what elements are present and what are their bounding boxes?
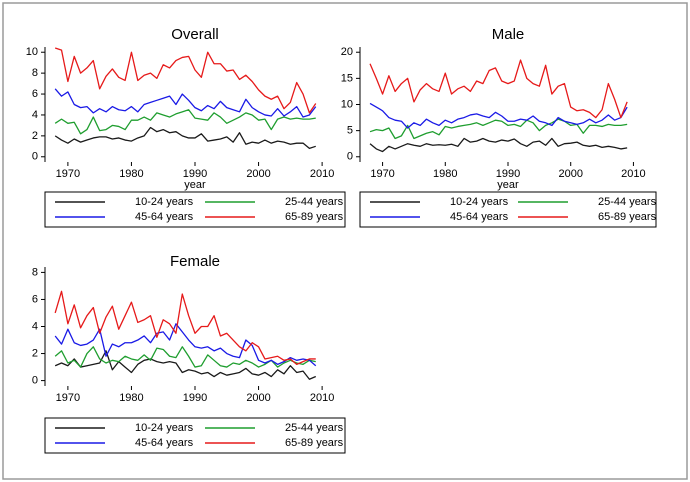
y-tick-label: 2 [32,347,38,359]
y-tick-label: 0 [347,151,353,163]
y-tick-label: 4 [32,320,38,332]
series-line [54,126,316,150]
x-tick-label: 2000 [246,168,270,180]
y-tick-label: 0 [32,151,38,163]
legend-label: 25-44 years [285,422,344,434]
y-tick-label: 8 [32,67,38,79]
y-tick-label: 6 [32,293,38,305]
legend-label: 10-24 years [135,422,194,434]
y-tick-label: 8 [32,266,38,278]
y-tick-label: 0 [32,374,38,386]
y-tick-label: 10 [341,98,353,110]
chart-title: Male [492,26,525,43]
x-tick-label: 2010 [310,168,334,180]
y-tick-label: 6 [32,88,38,100]
x-tick-label: 2000 [246,392,270,404]
series-line [54,88,317,118]
legend-box [359,191,657,228]
y-tick-label: 10 [26,46,38,58]
y-tick-label: 5 [347,125,353,137]
chart-title: Female [170,253,220,270]
series-line [369,137,628,153]
legend-box [44,191,346,228]
legend-label: 65-89 years [598,211,657,223]
legend-label: 45-64 years [135,437,194,449]
series-line [369,118,628,140]
legend-label: 45-64 years [135,211,194,223]
x-tick-label: 1970 [56,168,80,180]
x-tick-label: 1990 [183,392,207,404]
x-tick-label: 1970 [370,168,394,180]
x-tick-label: 1990 [183,168,207,180]
x-tick-label: 1980 [119,168,143,180]
y-tick-label: 15 [341,72,353,84]
x-tick-label: 1990 [496,168,520,180]
series-line [369,102,628,129]
x-tick-label: 2000 [558,168,582,180]
legend-label: 45-64 years [450,211,509,223]
x-tick-label: 1980 [119,392,143,404]
x-tick-label: 1970 [56,392,80,404]
legend-label: 10-24 years [450,196,509,208]
y-tick-label: 2 [32,130,38,142]
legend-label: 10-24 years [135,196,194,208]
x-tick-label: 2010 [310,392,334,404]
legend-label: 65-89 years [285,437,344,449]
x-axis-label: year [497,179,519,191]
x-axis-label: year [184,179,206,191]
y-tick-label: 4 [32,109,38,121]
series-line [369,59,628,119]
y-tick-label: 20 [341,46,353,58]
x-tick-label: 1980 [433,168,457,180]
series-line [54,350,317,380]
legend-box [44,417,346,454]
x-tick-label: 2010 [621,168,645,180]
series-line [54,47,317,114]
series-line [54,290,316,366]
legend-label: 25-44 years [598,196,657,208]
series-line [54,109,316,135]
chart-title: Overall [171,26,219,43]
legend-label: 25-44 years [285,196,344,208]
legend-label: 65-89 years [285,211,344,223]
